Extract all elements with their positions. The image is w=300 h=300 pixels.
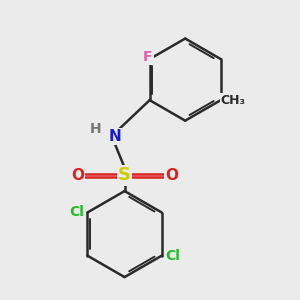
Text: F: F [143,50,152,64]
Text: Cl: Cl [165,249,180,263]
Text: CH₃: CH₃ [221,94,246,106]
Text: N: N [108,129,121,144]
Text: H: H [89,122,101,136]
Text: S: S [118,167,131,184]
Text: Cl: Cl [69,205,84,219]
Text: O: O [71,168,84,183]
Text: O: O [165,168,178,183]
